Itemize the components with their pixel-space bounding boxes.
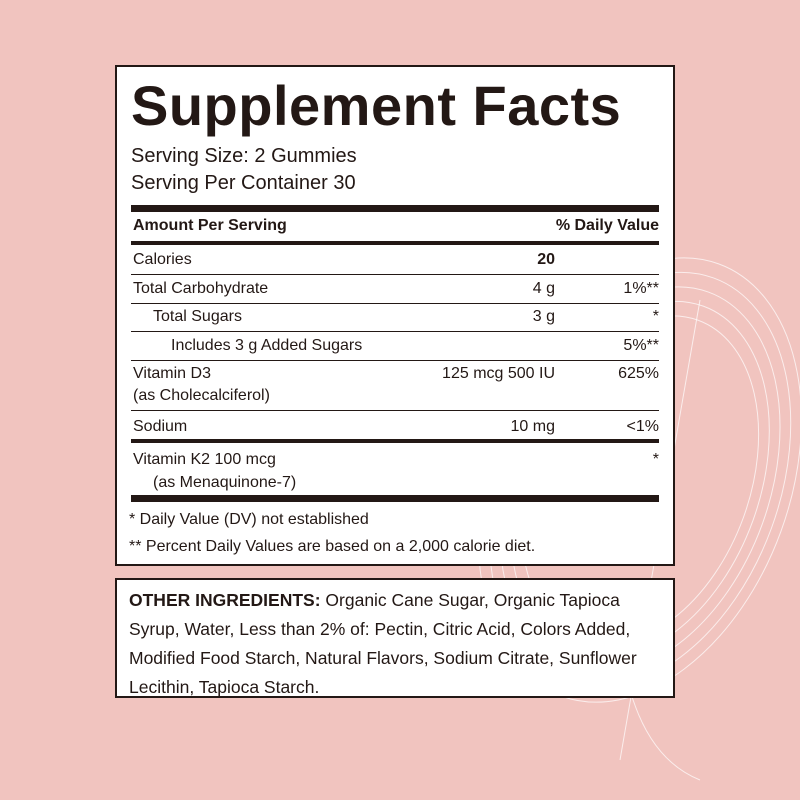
ingredients-text: Organic Cane Sugar, Organic Tapioca Syru… — [129, 590, 637, 697]
other-ingredients-box: OTHER INGREDIENTS: Organic Cane Sugar, O… — [115, 578, 675, 698]
divider-thick — [131, 495, 659, 502]
row-label: Total Sugars — [153, 308, 242, 325]
row-dv: 625% — [618, 365, 659, 382]
row-amount: 10 mg — [510, 418, 555, 435]
row-dv: 5%** — [623, 337, 659, 354]
row-label: Calories — [133, 251, 192, 268]
divider-thick — [131, 205, 659, 212]
footnote: ** Percent Daily Values are based on a 2… — [129, 538, 536, 555]
ingredients-heading: OTHER INGREDIENTS: — [129, 590, 321, 610]
row-label: Includes 3 g Added Sugars — [171, 337, 363, 354]
row-label: Sodium — [133, 418, 188, 435]
amount-header: Amount Per Serving — [133, 217, 287, 234]
row-label: Vitamin D3 — [133, 365, 211, 382]
divider — [131, 410, 659, 411]
panel-title: Supplement Facts — [131, 74, 622, 137]
divider — [131, 331, 659, 332]
divider-medium — [131, 439, 659, 443]
serving-size: Serving Size: 2 Gummies — [131, 145, 357, 167]
row-dv: * — [652, 308, 659, 325]
supplement-facts-panel: Supplement Facts Serving Size: 2 Gummies… — [115, 65, 675, 566]
divider-medium — [131, 241, 659, 245]
row-label: Vitamin K2 100 mcg — [133, 451, 276, 468]
row-sublabel: (as Cholecalciferol) — [133, 387, 270, 404]
row-sublabel: (as Menaquinone-7) — [153, 474, 297, 491]
row-dv: 1%** — [623, 280, 659, 297]
footnote: * Daily Value (DV) not established — [129, 511, 369, 528]
row-amount: 20 — [537, 251, 555, 268]
divider — [131, 360, 659, 361]
row-amount: 125 mcg 500 IU — [442, 365, 555, 382]
row-dv: <1% — [626, 418, 659, 435]
row-label: Total Carbohydrate — [133, 280, 269, 297]
divider — [131, 274, 659, 275]
dv-header: % Daily Value — [555, 217, 659, 234]
row-amount: 3 g — [532, 308, 555, 325]
row-dv: * — [652, 451, 659, 468]
divider — [131, 303, 659, 304]
servings-per-container: Serving Per Container 30 — [131, 172, 356, 194]
row-amount: 4 g — [532, 280, 555, 297]
